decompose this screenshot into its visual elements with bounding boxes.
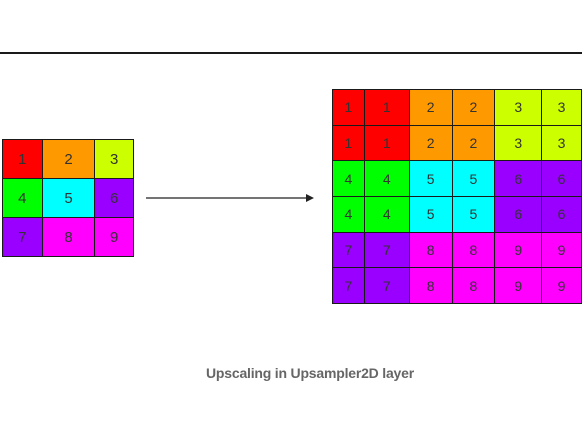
grid-cell: 6	[494, 160, 543, 197]
grid-cell: 9	[541, 231, 582, 269]
grid-cell: 6	[541, 160, 582, 197]
grid-cell: 3	[494, 124, 543, 162]
grid-cell: 1	[363, 124, 410, 162]
grid-cell: 8	[451, 231, 496, 269]
top-divider	[0, 52, 582, 54]
grid-cell: 7	[332, 231, 365, 269]
grid-cell: 8	[41, 217, 96, 257]
grid-cell: 9	[494, 267, 543, 304]
arrow-icon	[146, 194, 314, 202]
grid-cell: 1	[332, 124, 365, 162]
grid-cell: 5	[408, 195, 453, 233]
arrow-head	[306, 194, 314, 202]
grid-cell: 5	[408, 160, 453, 197]
grid-cell: 6	[494, 195, 543, 233]
grid-cell: 9	[494, 231, 543, 269]
grid-cell: 8	[408, 231, 453, 269]
grid-cell: 5	[451, 160, 496, 197]
grid-cell: 7	[2, 217, 43, 257]
grid-cell: 6	[94, 178, 134, 218]
grid-cell: 2	[408, 89, 453, 126]
grid-cell: 3	[494, 89, 543, 126]
grid-cell: 4	[363, 160, 410, 197]
grid-cell: 4	[332, 195, 365, 233]
grid-cell: 1	[332, 89, 365, 126]
grid-cell: 2	[451, 89, 496, 126]
grid-cell: 8	[408, 267, 453, 304]
grid-cell: 3	[541, 124, 582, 162]
figure-caption: Upscaling in Upsampler2D layer	[206, 365, 414, 381]
grid-cell: 5	[41, 178, 96, 218]
grid-cell: 9	[541, 267, 582, 304]
grid-cell: 2	[41, 139, 96, 179]
grid-cell: 4	[363, 195, 410, 233]
grid-cell: 8	[451, 267, 496, 304]
grid-cell: 7	[363, 267, 410, 304]
grid-cell: 4	[2, 178, 43, 218]
grid-cell: 6	[541, 195, 582, 233]
grid-cell: 5	[451, 195, 496, 233]
grid-cell: 7	[332, 267, 365, 304]
grid-cell: 3	[541, 89, 582, 126]
grid-cell: 7	[363, 231, 410, 269]
grid-cell: 1	[363, 89, 410, 126]
grid-cell: 2	[408, 124, 453, 162]
grid-cell: 9	[94, 217, 134, 257]
grid-cell: 1	[2, 139, 43, 179]
grid-cell: 2	[451, 124, 496, 162]
grid-cell: 3	[94, 139, 134, 179]
grid-cell: 4	[332, 160, 365, 197]
